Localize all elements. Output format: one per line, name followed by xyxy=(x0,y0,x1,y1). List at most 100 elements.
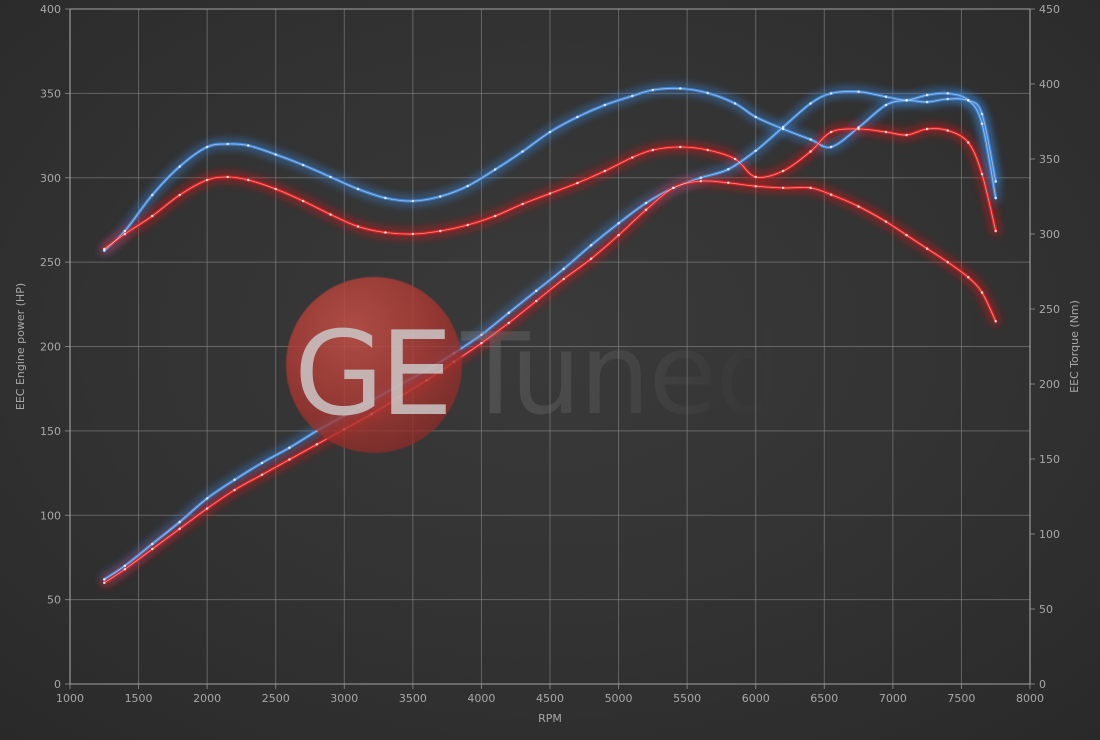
data-point-marker xyxy=(754,149,757,152)
data-point-marker xyxy=(781,186,785,190)
data-point-marker xyxy=(672,186,675,190)
data-point-marker xyxy=(247,144,250,147)
x-tick-label: 8000 xyxy=(1016,692,1044,705)
data-point-marker xyxy=(946,260,949,264)
data-point-marker xyxy=(288,458,291,461)
data-point-marker xyxy=(884,220,888,223)
y-tick-label-right: 400 xyxy=(1039,78,1060,91)
data-point-marker xyxy=(946,129,949,132)
y-tick-label-left: 250 xyxy=(40,256,61,269)
x-tick-label: 1000 xyxy=(56,692,84,705)
data-point-marker xyxy=(178,520,181,524)
data-point-marker xyxy=(905,98,908,102)
data-point-marker xyxy=(699,179,703,183)
data-point-marker xyxy=(857,90,860,93)
data-point-marker xyxy=(809,150,812,153)
data-point-marker xyxy=(980,172,984,176)
data-point-marker xyxy=(411,199,415,203)
data-point-marker xyxy=(925,127,929,131)
data-point-marker xyxy=(329,175,332,179)
data-point-marker xyxy=(706,148,709,152)
x-tick-label: 5000 xyxy=(605,692,633,705)
data-point-marker xyxy=(603,169,607,173)
data-point-marker xyxy=(123,564,127,568)
data-point-marker xyxy=(247,178,250,182)
x-tick-label: 4000 xyxy=(467,692,495,705)
x-axis-title: RPM xyxy=(538,712,562,725)
data-point-marker xyxy=(829,145,833,149)
y-tick-label-right: 150 xyxy=(1039,453,1060,466)
y-tick-label-left: 300 xyxy=(40,172,61,185)
x-tick-label: 5500 xyxy=(673,692,701,705)
data-point-marker xyxy=(733,102,737,105)
data-point-marker xyxy=(151,547,154,551)
data-point-marker xyxy=(439,229,442,233)
data-point-marker xyxy=(452,360,456,363)
data-point-marker xyxy=(151,193,154,197)
data-point-marker xyxy=(631,94,634,98)
data-point-marker xyxy=(925,247,929,250)
data-point-marker xyxy=(809,186,812,190)
data-point-marker xyxy=(589,244,593,247)
data-point-marker xyxy=(521,150,524,153)
data-point-marker xyxy=(411,232,415,236)
data-point-marker xyxy=(226,142,229,146)
data-point-marker xyxy=(562,277,565,281)
data-point-marker xyxy=(994,196,997,200)
data-point-marker xyxy=(343,427,346,431)
y-axis-title-right: EEC Torque (Nm) xyxy=(1068,300,1081,393)
data-point-marker xyxy=(301,163,305,167)
data-point-marker xyxy=(466,184,469,188)
data-point-marker xyxy=(548,130,552,134)
data-point-marker xyxy=(829,193,833,196)
data-point-marker xyxy=(301,199,305,203)
data-point-marker xyxy=(925,93,929,97)
data-point-marker xyxy=(994,229,997,233)
data-point-marker xyxy=(946,92,949,95)
data-point-marker xyxy=(507,321,511,325)
data-point-marker xyxy=(699,176,703,179)
x-tick-label: 4500 xyxy=(536,692,564,705)
data-point-marker xyxy=(123,568,127,571)
data-point-marker xyxy=(884,95,888,98)
y-tick-label-right: 350 xyxy=(1039,153,1060,166)
data-point-marker xyxy=(103,581,106,584)
data-point-marker xyxy=(631,156,634,159)
data-point-marker xyxy=(980,122,984,125)
data-point-marker xyxy=(103,578,106,581)
data-point-marker xyxy=(356,187,360,191)
data-point-marker xyxy=(617,233,620,237)
data-point-marker xyxy=(384,196,387,200)
data-point-marker xyxy=(151,542,154,546)
data-point-marker xyxy=(535,299,538,303)
data-point-marker xyxy=(205,497,209,500)
data-point-marker xyxy=(994,180,997,183)
y-tick-label-right: 250 xyxy=(1039,303,1060,316)
data-point-marker xyxy=(706,91,709,95)
data-point-marker xyxy=(274,187,277,191)
data-point-marker xyxy=(617,222,620,225)
data-point-marker xyxy=(754,175,757,179)
data-point-marker xyxy=(397,395,401,399)
data-point-marker xyxy=(535,289,538,293)
data-point-marker xyxy=(384,231,387,234)
data-point-marker xyxy=(576,181,579,185)
data-point-marker xyxy=(727,168,730,171)
data-point-marker xyxy=(343,414,346,417)
data-point-marker xyxy=(178,165,181,168)
y-tick-label-left: 0 xyxy=(54,678,61,691)
x-tick-label: 7500 xyxy=(947,692,975,705)
y-tick-label-right: 200 xyxy=(1039,378,1060,391)
data-point-marker xyxy=(754,115,757,119)
data-point-marker xyxy=(644,201,648,205)
y-axis-title-left: EEC Engine power (HP) xyxy=(14,283,27,410)
data-point-marker xyxy=(480,333,483,336)
data-point-marker xyxy=(781,125,785,129)
x-tick-label: 6500 xyxy=(810,692,838,705)
data-point-marker xyxy=(493,168,497,171)
data-point-marker xyxy=(178,527,181,530)
data-point-marker xyxy=(205,178,209,182)
data-point-marker xyxy=(679,87,682,90)
data-point-marker xyxy=(123,229,127,233)
